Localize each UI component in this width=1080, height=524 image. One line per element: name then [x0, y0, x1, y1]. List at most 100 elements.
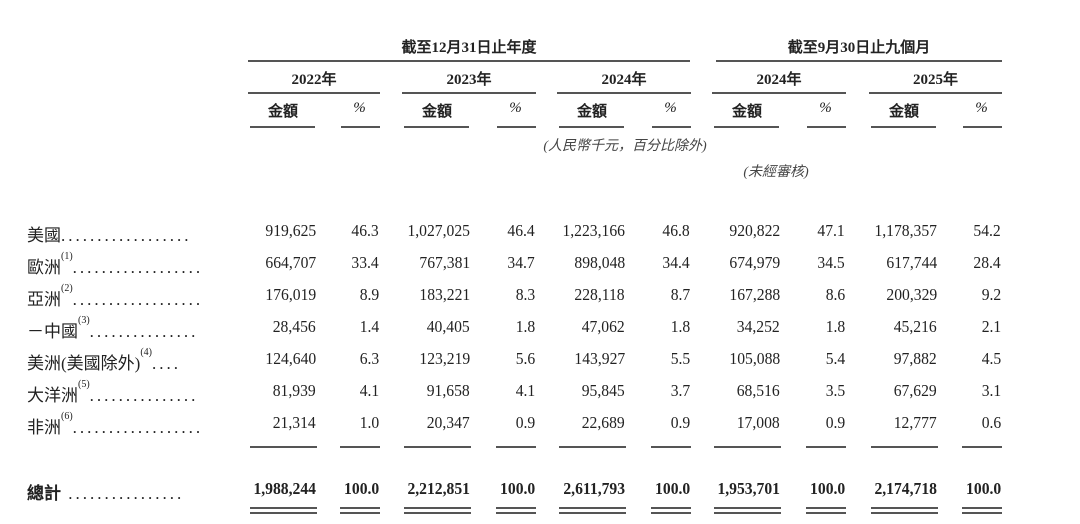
- double-rule: [250, 507, 317, 509]
- double-rule: [714, 512, 781, 514]
- year-rule: [712, 92, 846, 94]
- amount-header: 金額: [421, 104, 452, 120]
- amount-cell: 40,405: [426, 317, 470, 336]
- amount-cell: 124,640: [265, 349, 316, 368]
- amount-cell: 200,329: [886, 285, 937, 304]
- period-header-nine-months: 截至9月30日止九個月: [787, 40, 931, 56]
- amount-header: 金額: [267, 104, 298, 120]
- double-rule: [871, 512, 938, 514]
- column-rule: [341, 126, 380, 128]
- amount-cell: 22,689: [581, 413, 625, 432]
- percent-header: %: [664, 100, 677, 116]
- percent-cell: 5.6: [515, 349, 535, 368]
- region-name: 美國: [27, 226, 61, 245]
- percent-cell: 3.5: [825, 381, 845, 400]
- column-rule: [963, 126, 1002, 128]
- amount-cell: 68,516: [736, 381, 780, 400]
- percent-cell: 33.4: [351, 253, 379, 272]
- amount-cell: 919,625: [265, 221, 316, 240]
- amount-cell: 674,979: [729, 253, 780, 272]
- amount-cell: 97,882: [893, 349, 937, 368]
- total-percent-cell: 100.0: [654, 479, 690, 498]
- amount-cell: 21,314: [272, 413, 316, 432]
- percent-cell: 34.7: [507, 253, 535, 272]
- column-rule: [871, 126, 936, 128]
- year-header: 2023年: [446, 72, 492, 88]
- amount-cell: 1,223,166: [562, 221, 625, 240]
- percent-cell: 8.9: [359, 285, 379, 304]
- amount-cell: 617,744: [886, 253, 937, 272]
- percent-cell: 46.8: [662, 221, 690, 240]
- region-name: 歐洲: [27, 258, 61, 277]
- amount-cell: 898,048: [574, 253, 625, 272]
- amount-cell: 81,939: [272, 381, 316, 400]
- double-rule: [651, 507, 691, 509]
- amount-cell: 123,219: [419, 349, 470, 368]
- percent-cell: 6.3: [359, 349, 379, 368]
- year-header: 2022年: [291, 72, 337, 88]
- double-rule: [806, 507, 846, 509]
- leader-dots: ...............: [89, 322, 199, 341]
- subtotal-rule: [962, 446, 1002, 448]
- amount-cell: 12,777: [893, 413, 937, 432]
- double-rule: [404, 507, 471, 509]
- double-rule: [962, 507, 1002, 509]
- year-rule: [248, 92, 380, 94]
- unit-note: (人民幣千元，百分比除外): [543, 139, 707, 154]
- subtotal-rule: [559, 446, 626, 448]
- percent-cell: 8.7: [670, 285, 690, 304]
- amount-cell: 176,019: [265, 285, 316, 304]
- leader-dots: ................: [61, 484, 185, 503]
- footnote-ref: (6): [61, 411, 73, 422]
- percent-cell: 46.3: [351, 221, 379, 240]
- amount-cell: 67,629: [893, 381, 937, 400]
- total-amount-cell: 2,611,793: [563, 479, 625, 498]
- amount-cell: 228,118: [574, 285, 625, 304]
- double-rule: [404, 512, 471, 514]
- amount-cell: 105,088: [729, 349, 780, 368]
- subtotal-rule: [714, 446, 781, 448]
- percent-cell: 0.9: [515, 413, 535, 432]
- amount-header: 金額: [888, 104, 919, 120]
- amount-cell: 95,845: [581, 381, 625, 400]
- footnote-ref: (2): [61, 283, 73, 294]
- percent-cell: 8.3: [515, 285, 535, 304]
- leader-dots: ..................: [61, 226, 192, 245]
- percent-cell: 3.7: [670, 381, 690, 400]
- percent-cell: 5.5: [670, 349, 690, 368]
- amount-header: 金額: [576, 104, 607, 120]
- percent-cell: 3.1: [981, 381, 1001, 400]
- percent-header: %: [509, 100, 522, 116]
- row-label: －中國(3)...............: [27, 315, 199, 342]
- row-label: 美國..................: [27, 221, 192, 246]
- amount-cell: 1,027,025: [407, 221, 470, 240]
- percent-cell: 34.5: [817, 253, 845, 272]
- double-rule: [496, 512, 536, 514]
- total-percent-cell: 100.0: [965, 479, 1001, 498]
- subtotal-rule: [250, 446, 317, 448]
- year-header: 2024年: [601, 72, 647, 88]
- total-percent-cell: 100.0: [499, 479, 535, 498]
- amount-header: 金額: [731, 104, 762, 120]
- year-header: 2024年: [756, 72, 802, 88]
- row-label: 非洲(6)..................: [27, 411, 203, 438]
- percent-cell: 5.4: [825, 349, 845, 368]
- amount-cell: 28,456: [272, 317, 316, 336]
- percent-cell: 34.4: [662, 253, 690, 272]
- total-name: 總計: [27, 484, 61, 503]
- percent-cell: 47.1: [817, 221, 845, 240]
- footnote-ref: (4): [140, 347, 152, 358]
- total-amount-cell: 1,988,244: [253, 479, 316, 498]
- percent-cell: 54.2: [973, 221, 1001, 240]
- region-name: 美洲(美國除外): [27, 354, 141, 373]
- amount-cell: 47,062: [581, 317, 625, 336]
- subtotal-rule: [496, 446, 536, 448]
- subtotal-rule: [404, 446, 471, 448]
- total-label: 總計 ................: [27, 479, 184, 504]
- column-rule: [559, 126, 624, 128]
- row-label: 大洋洲(5)...............: [27, 379, 198, 406]
- percent-cell: 1.4: [359, 317, 379, 336]
- double-rule: [714, 507, 781, 509]
- double-rule: [496, 507, 536, 509]
- year-rule: [869, 92, 1002, 94]
